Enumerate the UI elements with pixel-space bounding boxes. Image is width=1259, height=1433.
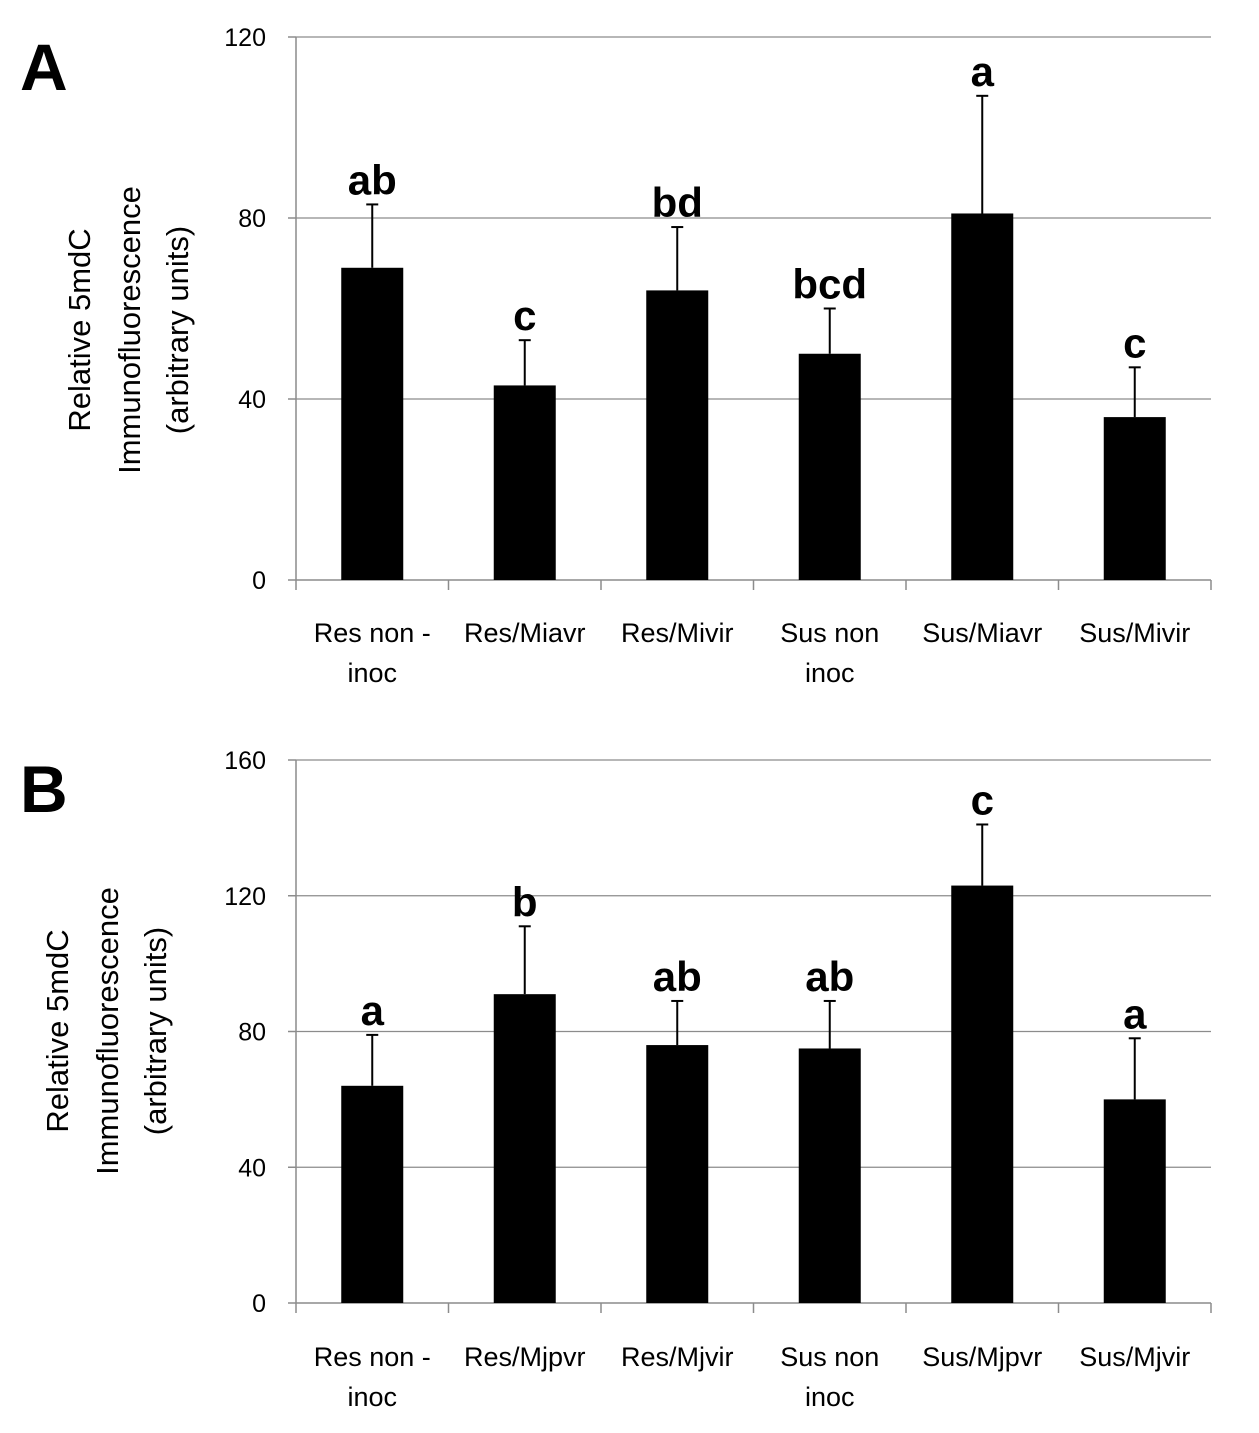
- x-tick-label: inoc: [347, 658, 397, 688]
- y-tick-label: 40: [238, 1154, 266, 1182]
- bar: [493, 385, 556, 580]
- bar: [1103, 1099, 1166, 1303]
- bar: [646, 1045, 709, 1303]
- significance-label: b: [512, 878, 538, 925]
- x-tick-label: Res/Miavr: [464, 618, 586, 648]
- x-tick-label: Sus non: [780, 618, 879, 648]
- significance-label: a: [971, 48, 995, 95]
- y-tick-label: 0: [252, 567, 266, 595]
- significance-label: bd: [652, 179, 703, 226]
- bar: [341, 1085, 404, 1303]
- y-tick-label: 40: [238, 386, 266, 414]
- x-tick-label: Sus/Mivir: [1079, 618, 1190, 648]
- significance-label: ab: [348, 156, 397, 203]
- bar: [798, 353, 861, 580]
- y-axis-label: Immunofluorescence: [112, 186, 147, 474]
- significance-label: a: [1123, 990, 1147, 1037]
- significance-label: c: [513, 292, 536, 339]
- significance-label: bcd: [792, 261, 867, 308]
- bar: [951, 885, 1014, 1303]
- bar: [493, 994, 556, 1303]
- chart-panel-b: B 0 40 80 120 160 a Res non - inoc b Res/Mjpvr ab R…: [20, 747, 1212, 1412]
- x-tick-label: inoc: [805, 658, 855, 688]
- panel-letter: A: [20, 30, 68, 104]
- x-tick-label: Res/Mivir: [621, 618, 734, 648]
- y-axis-label: Relative 5mdC: [40, 929, 75, 1132]
- x-tick-label: Res/Mjpvr: [464, 1342, 586, 1372]
- bar: [951, 213, 1014, 580]
- y-axis-label: Relative 5mdC: [62, 228, 97, 431]
- x-tick-label: inoc: [805, 1382, 855, 1412]
- chart-panel-a: A 0 40 80 120 ab Res non - inoc c Res/Miavr bd Res…: [20, 24, 1212, 688]
- x-tick-label: Sus/Miavr: [922, 618, 1042, 648]
- y-tick-label: 0: [252, 1290, 266, 1318]
- x-tick-label: Sus non: [780, 1342, 879, 1372]
- y-axis-label: Immunofluorescence: [90, 887, 125, 1175]
- y-tick-label: 80: [238, 205, 266, 233]
- y-axis-label: (arbitrary units): [138, 927, 173, 1135]
- x-tick-label: Res non -: [314, 618, 431, 648]
- bar: [798, 1048, 861, 1303]
- y-tick-label: 80: [238, 1019, 266, 1047]
- x-tick-label: Res non -: [314, 1342, 431, 1372]
- y-tick-label: 120: [224, 24, 266, 52]
- significance-label: c: [971, 776, 994, 823]
- x-tick-label: Sus/Mjpvr: [922, 1342, 1042, 1372]
- significance-label: ab: [805, 953, 854, 1000]
- bar: [646, 290, 709, 580]
- significance-label: ab: [653, 953, 702, 1000]
- panel-letter: B: [20, 752, 68, 826]
- bar: [1103, 417, 1166, 580]
- y-axis-label: (arbitrary units): [160, 226, 195, 434]
- y-tick-label: 160: [224, 747, 266, 775]
- significance-label: a: [361, 987, 385, 1034]
- bar: [341, 267, 404, 580]
- x-tick-label: inoc: [347, 1382, 397, 1412]
- significance-label: c: [1123, 319, 1146, 366]
- y-tick-label: 120: [224, 883, 266, 911]
- x-tick-label: Res/Mjvir: [621, 1342, 734, 1372]
- x-tick-label: Sus/Mjvir: [1079, 1342, 1190, 1372]
